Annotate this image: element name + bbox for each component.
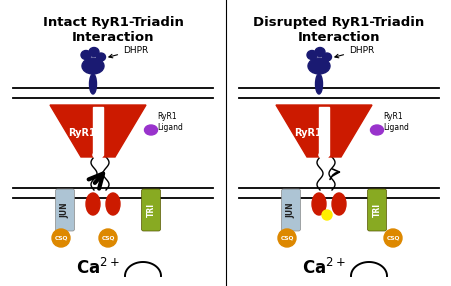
Ellipse shape — [86, 193, 100, 215]
Text: CSQ: CSQ — [386, 235, 399, 241]
Ellipse shape — [96, 53, 105, 61]
Text: DHPR: DHPR — [109, 45, 148, 58]
Ellipse shape — [315, 74, 322, 94]
Text: RyR1
Ligand: RyR1 Ligand — [374, 112, 408, 132]
Text: TRI: TRI — [372, 203, 381, 217]
Text: RyR1
Ligand: RyR1 Ligand — [148, 112, 183, 132]
Ellipse shape — [144, 125, 157, 135]
Text: Ca$^{2+}$: Ca$^{2+}$ — [76, 258, 120, 278]
Ellipse shape — [106, 193, 120, 215]
Text: RyR1: RyR1 — [294, 128, 321, 138]
Ellipse shape — [311, 193, 325, 215]
Bar — [318, 107, 328, 155]
Ellipse shape — [306, 51, 316, 59]
Text: CSQ: CSQ — [280, 235, 293, 241]
Ellipse shape — [89, 74, 96, 94]
FancyBboxPatch shape — [55, 189, 74, 231]
Text: JUN: JUN — [286, 202, 295, 218]
Ellipse shape — [370, 125, 382, 135]
Ellipse shape — [331, 193, 345, 215]
Text: TRI: TRI — [146, 203, 155, 217]
Text: CSQ: CSQ — [101, 235, 115, 241]
Circle shape — [383, 229, 401, 247]
Polygon shape — [276, 105, 371, 157]
Ellipse shape — [81, 51, 91, 59]
Circle shape — [277, 229, 295, 247]
Ellipse shape — [82, 58, 104, 74]
Ellipse shape — [307, 58, 329, 74]
Text: JUN: JUN — [60, 202, 69, 218]
Text: Intact RyR1-Triadin
Interaction: Intact RyR1-Triadin Interaction — [42, 16, 183, 44]
Text: CSQ: CSQ — [54, 235, 68, 241]
Text: DHPR: DHPR — [334, 45, 373, 58]
Polygon shape — [50, 105, 146, 157]
Ellipse shape — [322, 53, 331, 61]
FancyBboxPatch shape — [281, 189, 300, 231]
Circle shape — [321, 210, 331, 220]
FancyBboxPatch shape — [141, 189, 160, 231]
FancyBboxPatch shape — [367, 189, 386, 231]
Circle shape — [99, 229, 117, 247]
Ellipse shape — [314, 47, 324, 57]
Ellipse shape — [93, 152, 103, 158]
Ellipse shape — [318, 152, 328, 158]
Bar — [93, 107, 103, 155]
Ellipse shape — [89, 47, 99, 57]
Text: RyR1: RyR1 — [68, 128, 96, 138]
Text: Disrupted RyR1-Triadin
Interaction: Disrupted RyR1-Triadin Interaction — [253, 16, 423, 44]
Text: Ca$^{2+}$: Ca$^{2+}$ — [301, 258, 345, 278]
Circle shape — [52, 229, 70, 247]
